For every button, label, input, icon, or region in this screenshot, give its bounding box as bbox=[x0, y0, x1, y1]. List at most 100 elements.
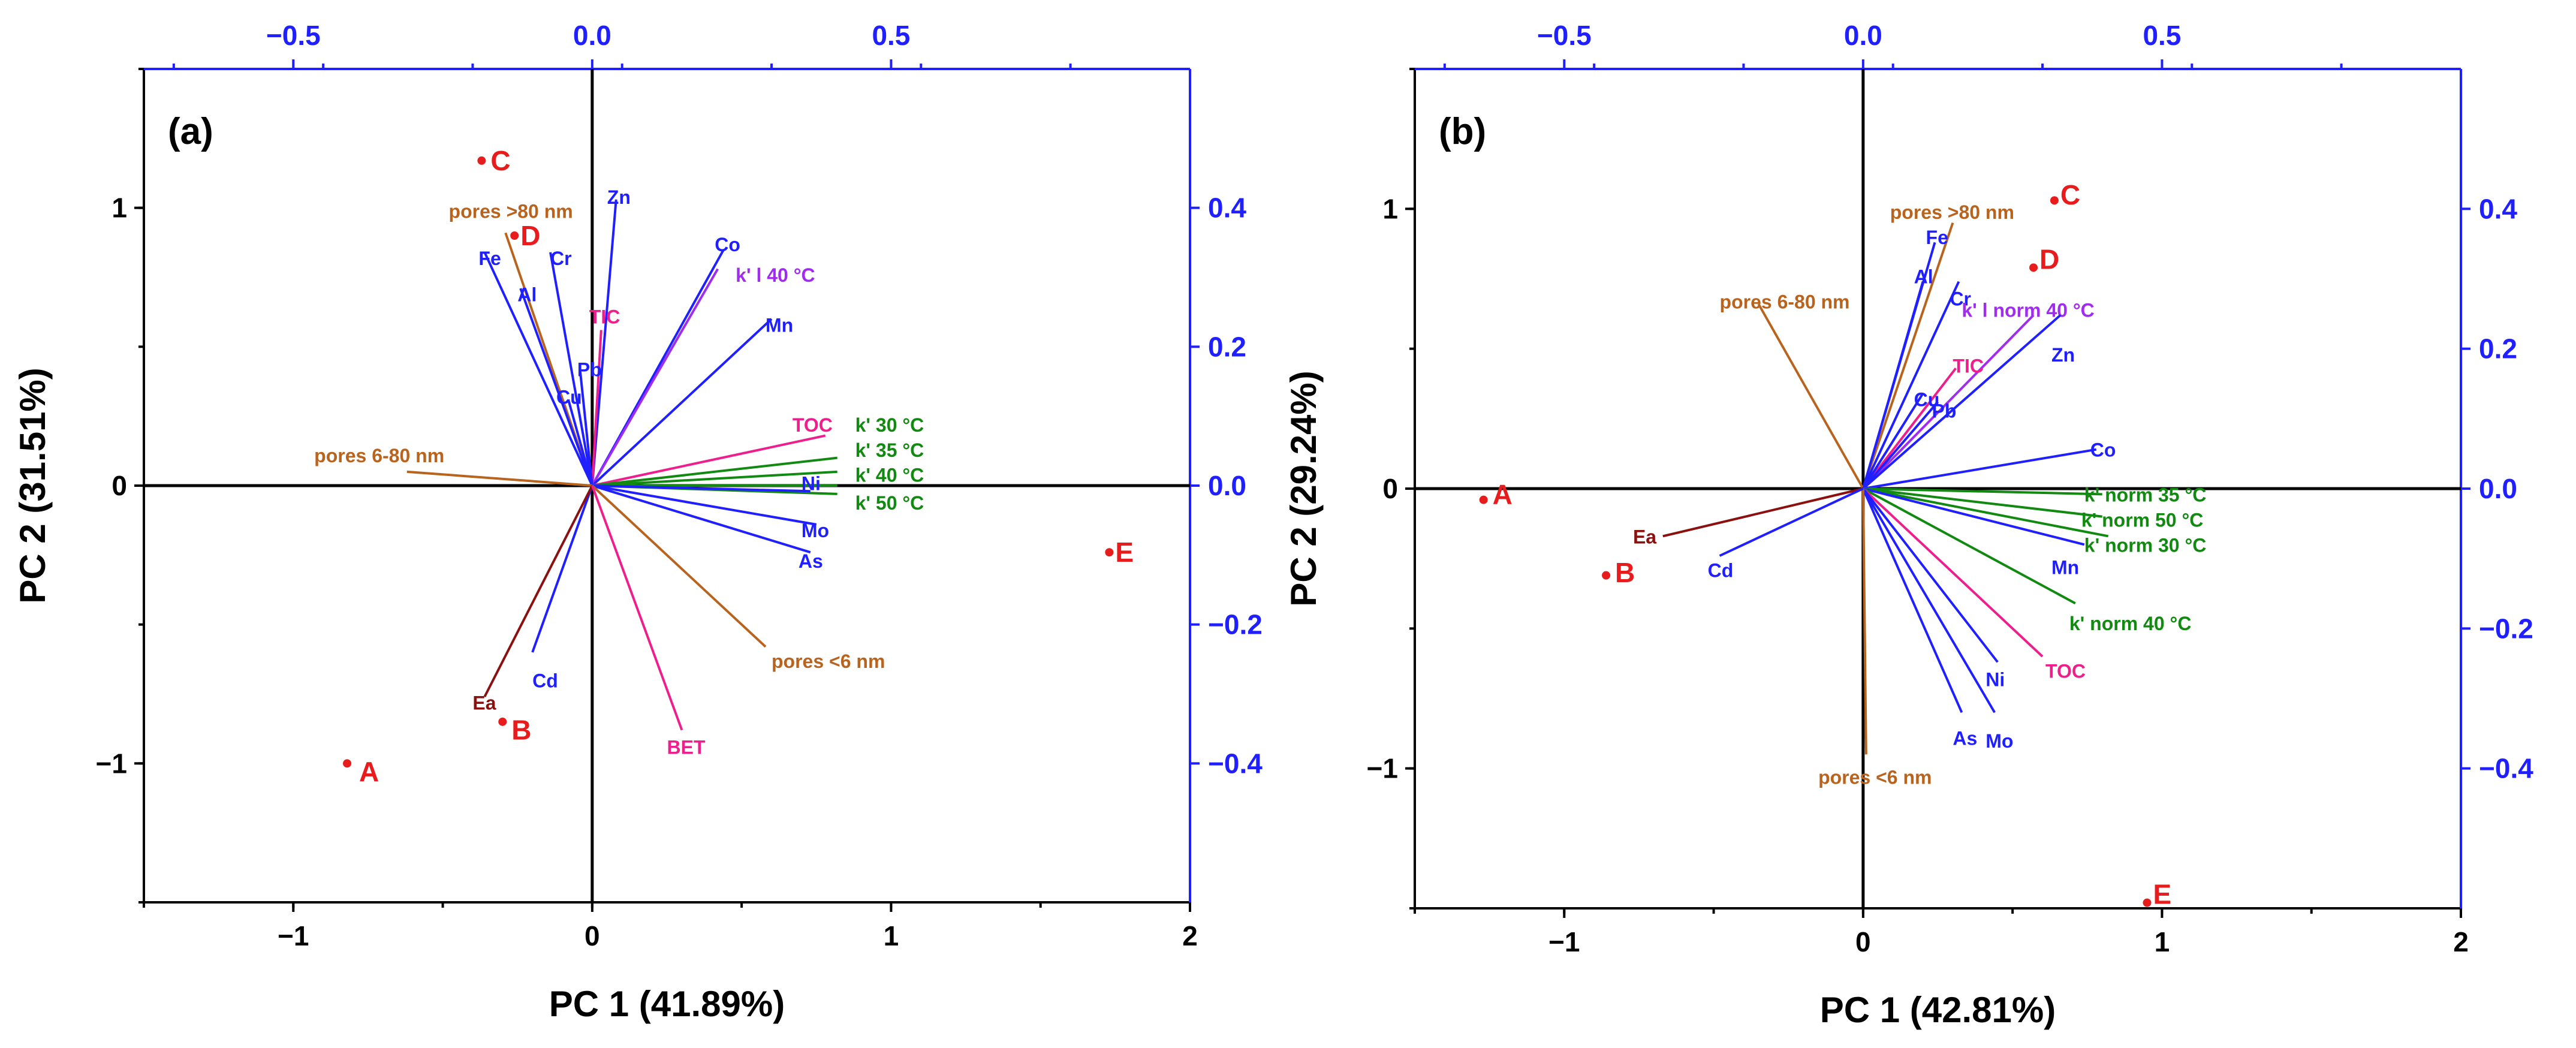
panel-a-loading-label: Cr bbox=[550, 248, 572, 269]
panel-b-loading-label: Co bbox=[2090, 439, 2116, 461]
panel-a-loading-vector bbox=[590, 199, 617, 486]
panel-b-x-tick-label: 1 bbox=[2155, 926, 2170, 957]
panel-b-x-tick-label: −1 bbox=[1548, 926, 1580, 957]
panel-b-loading-label: Cd bbox=[1708, 559, 1734, 581]
panel-a-loading-label: k' l 40 °C bbox=[736, 264, 815, 286]
panel-b-loading-vector bbox=[1862, 487, 1996, 713]
panel-a-x-tick-label: 0 bbox=[585, 920, 600, 951]
panel-b-top-tick-label: 0.5 bbox=[2143, 20, 2181, 51]
panel-a-loading-vector bbox=[592, 484, 811, 493]
panel-a-loading-vector bbox=[483, 251, 593, 486]
panel-b-loading-vector bbox=[1863, 487, 2102, 518]
panel-b-loading-label: pores <6 nm bbox=[1818, 767, 1932, 788]
panel-b-loading-label: Al bbox=[1914, 266, 1933, 287]
panel-b-loading-label: pores >80 nm bbox=[1890, 201, 2014, 223]
panel-a-top-tick-label: 0.0 bbox=[573, 20, 611, 51]
panel-a-x-axis-title: PC 1 (41.89%) bbox=[549, 984, 785, 1024]
panel-b-right-tick-label: −0.2 bbox=[2479, 613, 2533, 644]
panel-b-loading-label: Zn bbox=[2051, 344, 2075, 366]
panel-b-score-label: B bbox=[1615, 557, 1635, 588]
panel-b-x-tick-label: 0 bbox=[1855, 926, 1871, 957]
panel-a-loading-label: pores 6-80 nm bbox=[314, 445, 444, 466]
panel-b-score-point bbox=[2050, 196, 2059, 205]
panel-a-score-point bbox=[477, 156, 486, 165]
panel-b-loading-vector bbox=[1662, 487, 1864, 538]
panel-a-panel-label: (a) bbox=[168, 111, 213, 152]
panel-a-x-tick-label: 2 bbox=[1182, 920, 1198, 951]
panel-b-loading-label: k' norm 40 °C bbox=[2069, 613, 2192, 634]
panel-a-loading-label: pores <6 nm bbox=[772, 651, 885, 672]
panel-b-loading-vector bbox=[1862, 401, 1939, 490]
panel-b-score-label: E bbox=[2153, 879, 2171, 910]
panel-a-right-tick-label: 0.0 bbox=[1208, 470, 1246, 501]
panel-a-loading-label: Cd bbox=[532, 670, 558, 691]
panel-a-x-tick-label: −1 bbox=[278, 920, 309, 951]
panel-b-loading-label: pores 6-80 nm bbox=[1720, 291, 1850, 312]
panel-b-loading-label: Ni bbox=[1986, 668, 2005, 690]
panel-b-right-tick-label: 0.0 bbox=[2479, 473, 2517, 504]
panel-b-loading-label: Ea bbox=[1633, 526, 1656, 547]
panel-a-loading-label: Ea bbox=[472, 692, 496, 713]
panel-b: −1 0 1 2 −1 0 1 −0.5 0.0 0.5 −0.4 −0.2 0.0 0.2 0.4 PC 1… bbox=[1284, 20, 2533, 1030]
panel-a-score-point bbox=[510, 231, 519, 240]
panel-a-loading-vector bbox=[519, 288, 593, 486]
panel-a-loading-vector bbox=[406, 470, 593, 487]
panel-a-loading-label: Co bbox=[715, 234, 740, 255]
panel-b-loading-label: Cr bbox=[1950, 288, 1971, 310]
panel-b-loading-vector bbox=[1862, 488, 1963, 713]
panel-a-loading-label: Fe bbox=[478, 248, 501, 269]
panel-b-loading-vector bbox=[1861, 281, 1924, 489]
panel-b-loading-vector bbox=[1863, 487, 2085, 546]
panel-b-loading-vector bbox=[1863, 487, 2102, 496]
panel-a-score-point bbox=[498, 717, 507, 726]
panel-b-loading-vector bbox=[1862, 487, 1999, 663]
panel-a-loading-vector bbox=[591, 318, 773, 487]
panel-b-score-point bbox=[1479, 495, 1488, 504]
panel-b-loading-label: k' norm 50 °C bbox=[2081, 509, 2204, 531]
panel-a-loading-vector bbox=[592, 456, 837, 487]
panel-a-score-label: B bbox=[511, 715, 531, 746]
panel-b-loading-vector bbox=[1861, 222, 1954, 489]
panel-b-loading-label: TIC bbox=[1953, 356, 1984, 377]
panel-b-right-tick-label: 0.4 bbox=[2479, 193, 2517, 224]
panel-a-loading-label: pores >80 nm bbox=[449, 200, 573, 222]
panel-b-loading-label: Mn bbox=[2051, 557, 2079, 579]
panel-b-score-point bbox=[1602, 571, 1611, 580]
panel-b-loading-vector bbox=[1862, 314, 2035, 490]
panel-a-loading-label: Ni bbox=[802, 472, 821, 494]
panel-b-loading-label: k' norm 30 °C bbox=[2084, 534, 2207, 556]
panel-a-score-label: E bbox=[1115, 537, 1134, 568]
panel-a-loading-label: k' 50 °C bbox=[855, 492, 924, 514]
panel-a-y-tick-label: −1 bbox=[96, 748, 127, 779]
panel-b-y-tick-label: 0 bbox=[1382, 473, 1398, 504]
panel-b-loading-vector bbox=[1863, 487, 2109, 538]
panel-a-loading-label: Zn bbox=[607, 186, 631, 208]
panel-a-loading-label: Al bbox=[517, 284, 537, 305]
panel-a-loading-vector bbox=[549, 252, 593, 486]
panel-b-score-label: C bbox=[2060, 179, 2080, 210]
panel-a-loading-label: Mn bbox=[766, 314, 793, 336]
panel-a-top-tick-label: 0.5 bbox=[872, 20, 910, 51]
panel-b-loading-label: Mo bbox=[1986, 730, 2013, 752]
panel-a-y-tick-label: 1 bbox=[112, 192, 127, 224]
panel-b-loading-vector bbox=[1861, 488, 1867, 755]
panel-a-right-tick-label: −0.2 bbox=[1208, 609, 1263, 640]
panel-b-loading-vector bbox=[1862, 487, 2076, 605]
panel-b-top-tick-label: −0.5 bbox=[1537, 20, 1592, 51]
panel-b-loading-vector bbox=[1863, 448, 2097, 490]
panel-a-loading-label: As bbox=[799, 550, 823, 572]
panel-a-loading-vector bbox=[592, 484, 817, 526]
panel-a-right-tick-label: 0.2 bbox=[1208, 331, 1246, 362]
panel-a-loading-label: BET bbox=[667, 737, 706, 758]
panel-b-loading-vector bbox=[1862, 314, 2062, 490]
panel-b-loading-label: TOC bbox=[2045, 660, 2086, 682]
panel-a-loading-vector bbox=[531, 485, 593, 653]
panel-b-score-label: A bbox=[1493, 478, 1513, 510]
panel-b-loading-vector bbox=[1862, 368, 1957, 490]
panel-a-loading-vector bbox=[590, 485, 683, 731]
panel-a-loading-label: Pb bbox=[577, 359, 602, 380]
panel-b-score-label: D bbox=[2039, 243, 2059, 275]
panel-a-loading-vector bbox=[592, 434, 826, 487]
panel-b-y-tick-label: 1 bbox=[1382, 193, 1398, 224]
